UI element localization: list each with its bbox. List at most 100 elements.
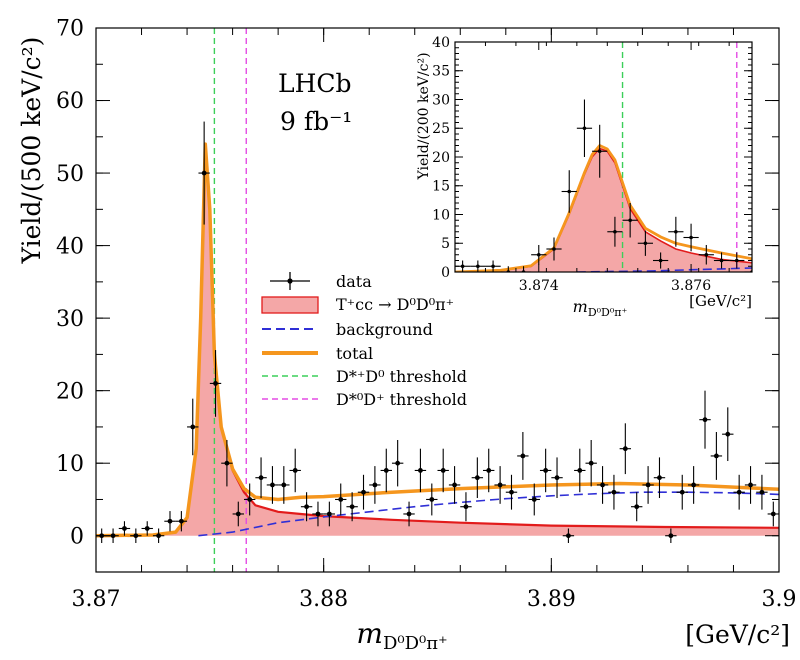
main-data-marker bbox=[315, 511, 321, 517]
inset-data-point bbox=[683, 223, 699, 252]
main-data-marker bbox=[645, 482, 651, 488]
main-data-marker bbox=[509, 489, 514, 495]
main-data-point bbox=[369, 466, 381, 504]
main-data-point bbox=[596, 466, 609, 504]
main-data-marker bbox=[543, 468, 549, 473]
main-data-marker bbox=[600, 482, 605, 488]
main-data-marker bbox=[622, 446, 628, 452]
main-x-tick-label: 3.9 bbox=[762, 587, 797, 612]
inset-data-marker bbox=[658, 258, 663, 263]
main-data-point bbox=[403, 501, 415, 527]
inset-data-marker bbox=[536, 252, 541, 257]
main-data-marker bbox=[213, 381, 218, 386]
main-data-marker bbox=[406, 511, 412, 517]
main-data-marker bbox=[429, 497, 435, 502]
legend-label-background: background bbox=[336, 320, 433, 339]
main-data-point bbox=[164, 511, 176, 532]
main-data-point bbox=[357, 474, 370, 510]
main-data-marker bbox=[178, 518, 184, 524]
inset-data-point bbox=[485, 260, 501, 272]
inset-data-point bbox=[576, 99, 593, 157]
main-data-marker bbox=[167, 518, 173, 524]
main-y-tick-label: 40 bbox=[56, 234, 84, 259]
inset-data-point bbox=[668, 216, 684, 247]
main-data-marker bbox=[326, 511, 332, 517]
main-data-point bbox=[539, 448, 552, 493]
main-data-point bbox=[289, 448, 301, 493]
main-data-point bbox=[300, 492, 313, 522]
main-x-axis-label: mD⁰D⁰π⁺ bbox=[356, 617, 447, 654]
main-data-point bbox=[756, 474, 768, 510]
main-data-point bbox=[710, 432, 723, 480]
inset-data-marker bbox=[674, 229, 678, 234]
main-data-marker bbox=[258, 475, 264, 481]
inset-total-curve bbox=[455, 144, 752, 272]
main-data-marker bbox=[361, 489, 366, 495]
inset-data-marker bbox=[491, 264, 495, 269]
inset-data-point bbox=[561, 170, 577, 213]
main-data-marker bbox=[611, 489, 617, 495]
main-data-marker bbox=[634, 504, 640, 510]
main-data-marker bbox=[247, 497, 253, 502]
main-data-point bbox=[722, 407, 734, 462]
main-data-point bbox=[517, 432, 529, 480]
main-data-marker bbox=[418, 468, 423, 473]
main-y-tick-label: 60 bbox=[56, 89, 84, 114]
inset-data-marker bbox=[734, 258, 739, 263]
main-data-marker bbox=[474, 475, 480, 481]
main-data-marker bbox=[759, 489, 765, 495]
inset-data-marker bbox=[582, 126, 587, 131]
main-data-marker bbox=[657, 475, 662, 481]
main-data-point bbox=[574, 448, 586, 493]
inset-data-marker bbox=[704, 252, 709, 257]
main-total-curve bbox=[96, 142, 779, 538]
legend: data T⁺cc → D⁰D⁰π⁺ background total D*⁺D… bbox=[261, 272, 467, 409]
inset-data-point bbox=[729, 252, 745, 269]
main-x-axis-label-sub: D⁰D⁰π⁺ bbox=[383, 633, 448, 654]
main-data-marker bbox=[122, 526, 127, 531]
main-data-point bbox=[460, 492, 472, 522]
inset-x-tick-label: 3.876 bbox=[671, 278, 711, 294]
main-data-point bbox=[335, 483, 347, 516]
main-x-tick-label: 3.87 bbox=[72, 587, 121, 612]
main-data-point bbox=[744, 466, 757, 504]
main-data-point bbox=[323, 501, 336, 527]
experiment-label: LHCb bbox=[278, 69, 352, 98]
legend-label-threshold-1: D*⁺D⁰ threshold bbox=[336, 367, 467, 386]
main-data-marker bbox=[463, 504, 469, 510]
main-data-point bbox=[175, 511, 188, 532]
main-data-marker bbox=[691, 482, 697, 488]
main-data-point bbox=[665, 528, 677, 543]
inset-plot-frame bbox=[454, 41, 753, 273]
main-data-marker bbox=[224, 460, 230, 466]
main-x-tick-label: 3.88 bbox=[299, 587, 348, 612]
inset-plot: 3.874 3.876 0 5 10 15 20 25 30 35 40 Yield/(200 ke… bbox=[416, 35, 753, 319]
main-data-marker bbox=[452, 482, 457, 488]
main-data-marker bbox=[713, 453, 719, 459]
main-data-point bbox=[551, 457, 563, 499]
main-data-point bbox=[653, 457, 666, 499]
main-data-marker bbox=[554, 475, 560, 481]
main-data-point bbox=[187, 398, 199, 456]
main-data-point bbox=[198, 121, 210, 225]
main-data-point bbox=[232, 501, 244, 527]
inset-y-tick-label: 35 bbox=[432, 64, 450, 80]
legend-entry-threshold-2: D*⁰D⁺ threshold bbox=[262, 390, 467, 409]
main-data-marker bbox=[349, 504, 355, 510]
legend-entry-total: total bbox=[262, 344, 373, 363]
main-data-marker bbox=[725, 431, 731, 437]
main-data-point bbox=[414, 448, 427, 493]
main-data-marker bbox=[520, 453, 526, 459]
main-data-point bbox=[483, 448, 495, 493]
legend-data-marker-dot bbox=[287, 278, 293, 284]
inset-y-tick-label: 10 bbox=[432, 207, 450, 223]
main-data-marker bbox=[304, 504, 309, 510]
inset-y-tick-label: 40 bbox=[432, 35, 450, 51]
main-data-point bbox=[437, 448, 449, 493]
legend-entry-background: background bbox=[262, 320, 433, 339]
main-data-marker bbox=[497, 482, 503, 488]
main-data-point bbox=[699, 390, 711, 449]
main-data-point bbox=[494, 466, 506, 504]
